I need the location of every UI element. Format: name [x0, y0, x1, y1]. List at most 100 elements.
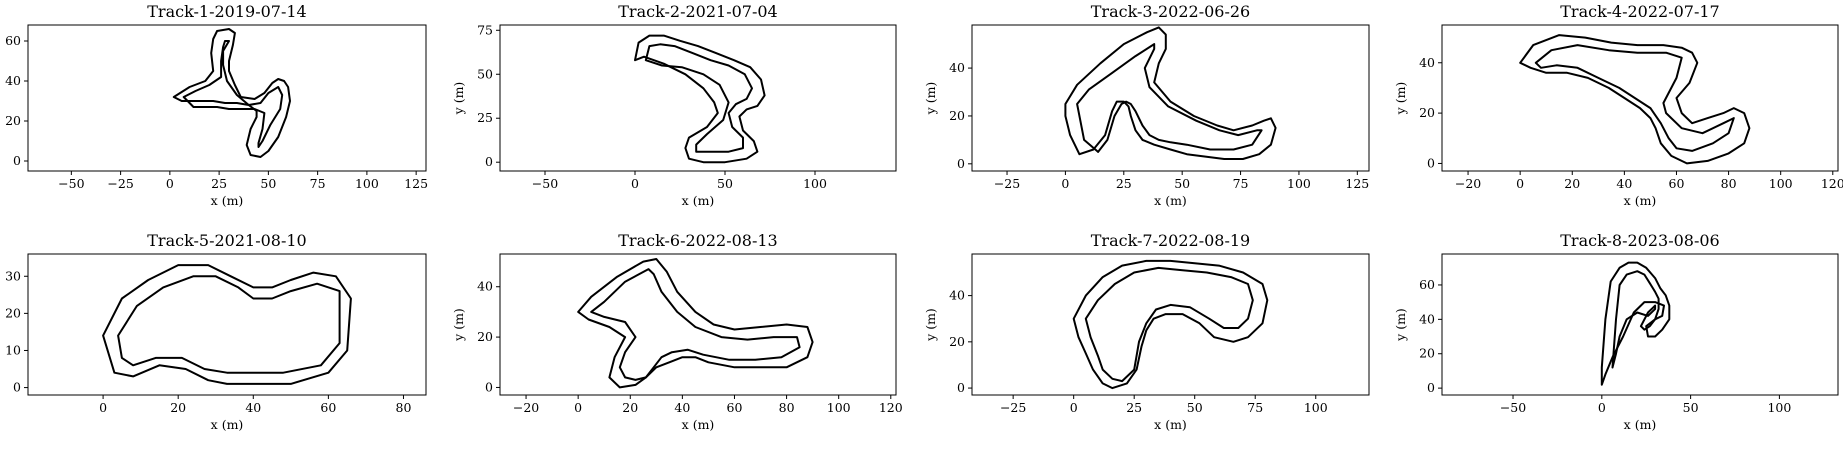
- x-tick-label: 40: [674, 400, 690, 415]
- x-tick-label: 0: [1070, 400, 1078, 415]
- x-tick-label: 50: [1174, 176, 1190, 191]
- x-tick-label: 25: [1116, 176, 1132, 191]
- outer-boundary-line: [1519, 34, 1751, 165]
- y-tick-label: 30: [5, 268, 21, 283]
- x-tick-label: 0: [1598, 400, 1606, 415]
- x-tick-label: 100: [1769, 176, 1793, 191]
- y-tick-label: 20: [1419, 346, 1435, 361]
- axes-frame: [1441, 24, 1839, 172]
- y-tick-label: 20: [5, 113, 21, 128]
- subplot-title: Track-8-2023-08-06: [1560, 231, 1719, 250]
- inner-boundary-line: [1076, 43, 1263, 153]
- x-tick-label: −20: [513, 400, 539, 415]
- y-tick-label: 0: [13, 153, 21, 168]
- axes-frame: [27, 24, 427, 172]
- outer-boundary-line: [1072, 259, 1269, 390]
- x-tick-label: 75: [310, 176, 326, 191]
- x-tick-label: 100: [1767, 400, 1791, 415]
- subplot-3: Track-3-2022-06-26 −25 0 25 50 75 100 125 0 20 40 x…: [923, 2, 1370, 208]
- y-axis-label: y (m): [923, 82, 938, 116]
- y-tick-label: 20: [477, 329, 493, 344]
- x-tick-label: 25: [211, 176, 227, 191]
- x-tick-label: 40: [245, 400, 261, 415]
- x-tick-label: 50: [260, 176, 276, 191]
- subplot-8: Track-8-2023-08-06 −50 0 50 100 0 20 40 60 x (m) y…: [1393, 231, 1839, 432]
- x-tick-label: 60: [1669, 176, 1685, 191]
- inner-boundary-line: [1084, 266, 1254, 383]
- x-tick-label: 80: [1721, 176, 1737, 191]
- x-tick-label: 100: [803, 176, 827, 191]
- x-tick-label: −25: [107, 176, 133, 191]
- x-tick-label: 100: [355, 176, 379, 191]
- y-tick-label: 40: [949, 288, 965, 303]
- x-tick-label: 20: [622, 400, 638, 415]
- subplot-title: Track-2-2021-07-04: [618, 2, 777, 21]
- y-tick-label: 40: [477, 279, 493, 294]
- x-axis-label: x (m): [211, 193, 244, 208]
- y-tick-label: 50: [477, 66, 493, 81]
- y-tick-label: 0: [957, 156, 965, 171]
- inner-boundary-line: [1611, 270, 1660, 369]
- y-tick-label: 40: [1419, 311, 1435, 326]
- subplot-2: Track-2-2021-07-04 −50 0 50 100 0 25 50 75 x (m) y…: [451, 2, 897, 208]
- subplot-title: Track-7-2022-08-19: [1091, 231, 1250, 250]
- x-tick-label: 0: [574, 400, 582, 415]
- subplot-5: Track-5-2021-08-10 0 20 40 60 80 0 10 20 30 x (m): [5, 231, 427, 432]
- x-axis-label: x (m): [211, 417, 244, 432]
- outer-boundary-line: [634, 34, 766, 164]
- x-tick-label: 100: [827, 400, 851, 415]
- x-axis-label: x (m): [682, 193, 715, 208]
- x-tick-label: −50: [58, 176, 84, 191]
- y-tick-label: 20: [1419, 105, 1435, 120]
- x-tick-label: −50: [532, 176, 558, 191]
- inner-boundary-line: [644, 43, 753, 153]
- x-axis-label: x (m): [1154, 417, 1187, 432]
- y-tick-label: 0: [957, 380, 965, 395]
- y-axis-label: y (m): [1393, 308, 1408, 342]
- y-tick-label: 75: [477, 22, 493, 37]
- x-tick-label: 20: [1564, 176, 1580, 191]
- x-tick-label: 120: [1821, 176, 1843, 191]
- outer-boundary-line: [1064, 26, 1277, 160]
- x-tick-label: −20: [1455, 176, 1481, 191]
- outer-boundary-line: [577, 258, 814, 389]
- subplot-1: Track-1-2019-07-14 −50 −25 0 25 50 75 100 125 0 20…: [5, 2, 428, 208]
- axes-frame: [499, 253, 897, 396]
- x-tick-label: 100: [1304, 400, 1328, 415]
- subplot-6: Track-6-2022-08-13 −20 0 20 40 60 80 100 120 0 20 4…: [451, 231, 903, 432]
- x-tick-label: −25: [994, 176, 1020, 191]
- y-tick-label: 40: [949, 60, 965, 75]
- x-tick-label: 60: [727, 400, 743, 415]
- axes-frame: [971, 24, 1370, 172]
- y-tick-label: 20: [5, 305, 21, 320]
- x-axis-label: x (m): [1624, 193, 1657, 208]
- y-tick-label: 60: [5, 33, 21, 48]
- x-tick-label: 50: [717, 176, 733, 191]
- subplot-7: Track-7-2022-08-19 −25 0 25 50 75 100 0 20 40 x (m…: [923, 231, 1370, 432]
- subplot-4: Track-4-2022-07-17 −20 0 20 40 60 80 100 120 0 20 4…: [1393, 2, 1843, 208]
- inner-boundary-line: [182, 40, 284, 148]
- y-tick-label: 0: [13, 380, 21, 395]
- x-tick-label: −50: [1500, 400, 1526, 415]
- outer-boundary-line: [172, 28, 291, 158]
- x-tick-label: 0: [1061, 176, 1069, 191]
- y-tick-label: 0: [1427, 380, 1435, 395]
- y-tick-label: 60: [1419, 277, 1435, 292]
- y-tick-label: 0: [485, 379, 493, 394]
- x-tick-label: 50: [1683, 400, 1699, 415]
- subplot-title: Track-4-2022-07-17: [1560, 2, 1719, 21]
- subplot-title: Track-3-2022-06-26: [1091, 2, 1250, 21]
- y-tick-label: 20: [949, 334, 965, 349]
- x-tick-label: 40: [1616, 176, 1632, 191]
- x-tick-label: 60: [320, 400, 336, 415]
- x-axis-label: x (m): [1154, 193, 1187, 208]
- x-tick-label: 100: [1287, 176, 1311, 191]
- axes-frame: [971, 253, 1370, 396]
- outer-boundary-line: [102, 264, 352, 385]
- y-tick-label: 10: [5, 342, 21, 357]
- y-tick-label: 0: [485, 154, 493, 169]
- x-tick-label: 75: [1233, 176, 1249, 191]
- inner-boundary-line: [117, 275, 341, 374]
- y-tick-label: 25: [477, 110, 493, 125]
- subplot-title: Track-5-2021-08-10: [147, 231, 306, 250]
